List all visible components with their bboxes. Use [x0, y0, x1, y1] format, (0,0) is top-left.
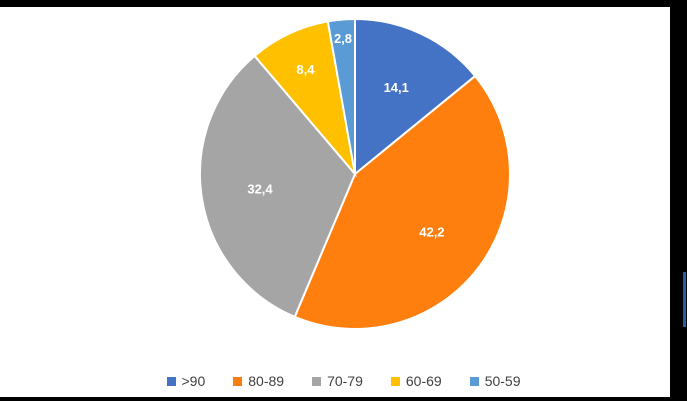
legend-label: 70-79 [327, 373, 363, 389]
pie-slice->90 [354, 17, 477, 177]
legend-label: >90 [181, 373, 206, 389]
pie-data-labels: 14,1 42,2 32,4 8,4 2,8 [247, 31, 444, 240]
data-label-60-69: 8,4 [296, 62, 315, 77]
legend-swatch [469, 376, 479, 386]
legend-swatch [166, 376, 176, 386]
legend-item->90: >90 [166, 373, 206, 389]
legend-swatch [390, 376, 400, 386]
legend-item-80-89: 80-89 [233, 373, 284, 389]
pie-slice-70-79 [199, 54, 357, 319]
data-label-50-59: 2,8 [334, 31, 352, 46]
legend-swatch [233, 376, 243, 386]
legend-label: 60-69 [405, 373, 442, 389]
legend-item-50-59: 50-59 [469, 373, 521, 389]
pie-slice-80-89 [293, 74, 511, 331]
pie-slices [199, 17, 511, 331]
window-edge-accent [683, 272, 686, 327]
data-label-80-89: 42,2 [419, 225, 444, 240]
legend-swatch [312, 376, 322, 386]
legend-item-70-79: 70-79 [312, 373, 363, 389]
pie-slice-50-59 [326, 17, 356, 175]
data-label-70-79: 32,4 [247, 182, 273, 197]
data-label->90: 14,1 [384, 80, 409, 95]
legend-item-60-69: 60-69 [390, 373, 442, 389]
legend-label: 80-89 [248, 373, 285, 389]
chart-legend: >90 80-89 70-79 60-69 50-59 [0, 370, 687, 392]
window-edge [670, 7, 687, 401]
legend-label: 50-59 [484, 373, 521, 389]
